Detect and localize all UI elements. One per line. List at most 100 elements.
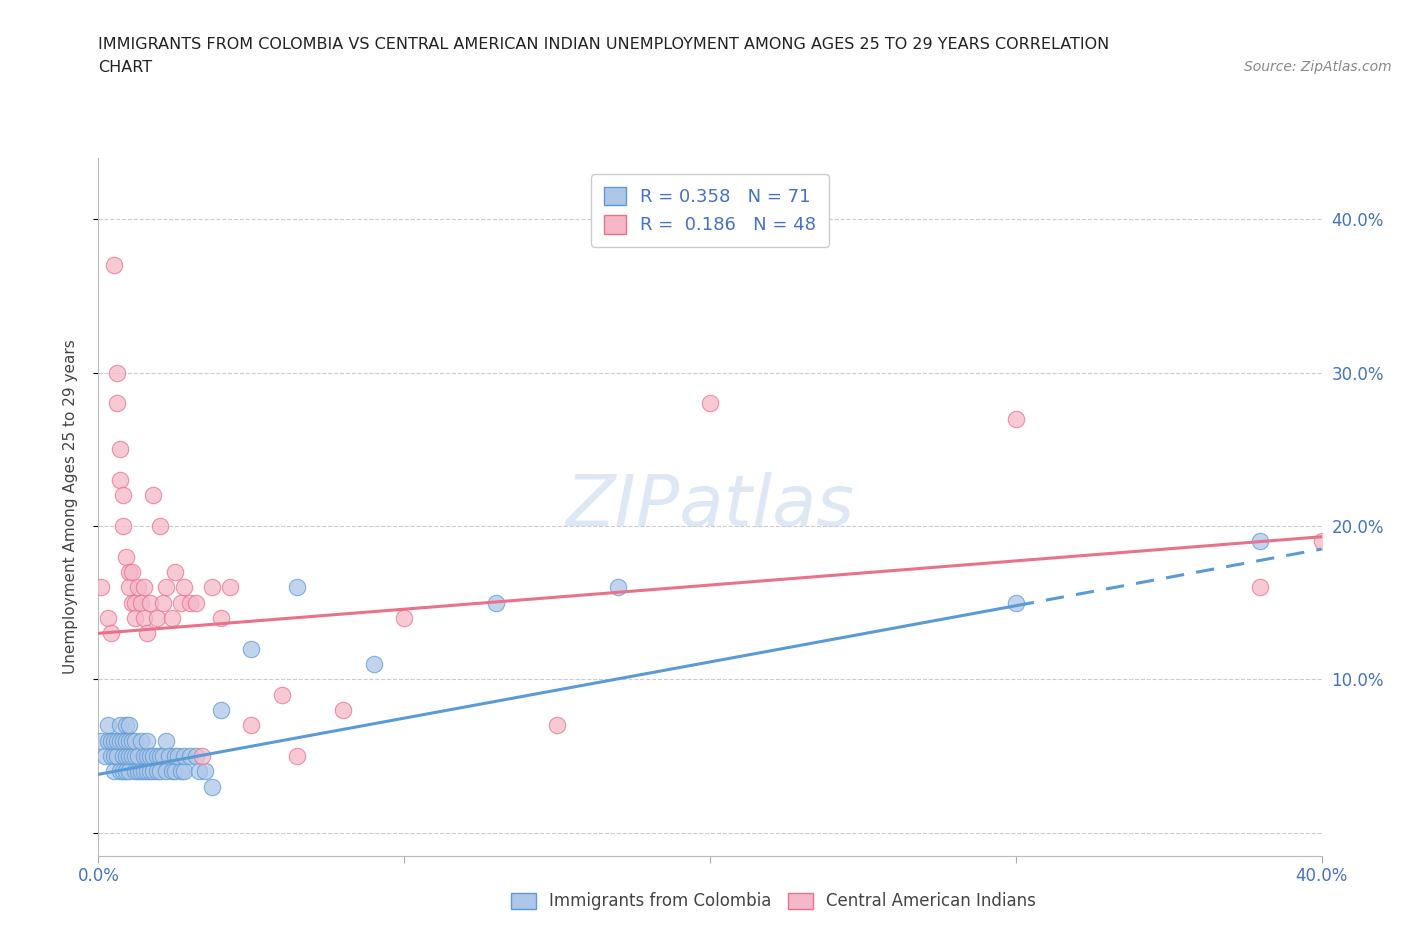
Point (134, 749, 156, 764)
Point (546, 718, 568, 733)
Point (108, 442, 131, 457)
Point (118, 749, 141, 764)
Point (142, 488, 165, 503)
Point (127, 580, 149, 595)
Point (129, 595, 152, 610)
Point (121, 733, 143, 748)
Point (699, 396, 721, 411)
Point (209, 702, 232, 717)
Point (1249, 534, 1271, 549)
Point (173, 749, 195, 764)
Point (103, 733, 125, 748)
Point (142, 764, 165, 778)
Point (139, 595, 162, 610)
Point (90, 580, 112, 595)
Point (145, 749, 167, 764)
Point (163, 565, 186, 579)
Point (152, 595, 174, 610)
Point (270, 687, 292, 702)
Point (149, 519, 172, 534)
Point (134, 611, 156, 626)
Point (115, 749, 138, 764)
Point (100, 749, 122, 764)
Point (124, 749, 146, 764)
Point (129, 733, 152, 748)
Point (285, 580, 308, 595)
Point (136, 749, 159, 764)
Point (97, 611, 120, 626)
Point (103, 764, 125, 778)
Point (173, 764, 195, 778)
Point (103, 258, 125, 272)
Point (121, 565, 143, 579)
Point (191, 749, 214, 764)
Point (200, 580, 222, 595)
Point (118, 733, 141, 748)
Point (108, 472, 131, 487)
Point (127, 749, 149, 764)
Point (105, 365, 128, 380)
Y-axis label: Unemployment Among Ages 25 to 29 years: Unemployment Among Ages 25 to 29 years (63, 339, 77, 674)
Point (155, 764, 177, 778)
Point (115, 718, 138, 733)
Point (163, 749, 186, 764)
Text: ZIPatlas: ZIPatlas (565, 472, 855, 541)
Point (108, 718, 131, 733)
Point (240, 718, 263, 733)
Point (160, 764, 183, 778)
Point (115, 550, 138, 565)
Point (186, 749, 208, 764)
Point (105, 396, 128, 411)
Point (118, 580, 141, 595)
Point (105, 749, 128, 764)
Point (173, 580, 195, 595)
Point (145, 611, 167, 626)
Point (1004, 595, 1026, 610)
Point (139, 749, 162, 764)
Point (118, 718, 141, 733)
Point (100, 733, 122, 748)
Point (240, 641, 263, 656)
Point (105, 733, 128, 748)
Point (186, 595, 208, 610)
Point (111, 488, 134, 503)
Point (155, 733, 177, 748)
Point (170, 595, 193, 610)
Point (129, 764, 152, 778)
Text: IMMIGRANTS FROM COLOMBIA VS CENTRAL AMERICAN INDIAN UNEMPLOYMENT AMONG AGES 25 T: IMMIGRANTS FROM COLOMBIA VS CENTRAL AMER… (98, 37, 1109, 52)
Point (121, 595, 143, 610)
Point (194, 764, 217, 778)
Point (363, 657, 385, 671)
Point (152, 749, 174, 764)
Legend: Immigrants from Colombia, Central American Indians: Immigrants from Colombia, Central Americ… (503, 885, 1043, 917)
Point (145, 764, 167, 778)
Point (392, 611, 416, 626)
Point (127, 764, 149, 778)
Point (607, 580, 630, 595)
Legend: R = 0.358   N = 71, R =  0.186   N = 48: R = 0.358 N = 71, R = 0.186 N = 48 (592, 174, 828, 247)
Point (179, 749, 201, 764)
Point (188, 764, 211, 778)
Point (155, 580, 177, 595)
Point (121, 749, 143, 764)
Point (124, 733, 146, 748)
Point (1004, 411, 1026, 426)
Point (124, 764, 146, 778)
Point (118, 764, 141, 778)
Point (219, 580, 242, 595)
Point (485, 595, 508, 610)
Point (163, 764, 186, 778)
Point (285, 749, 308, 764)
Point (1310, 534, 1333, 549)
Point (124, 595, 146, 610)
Point (100, 626, 122, 641)
Point (134, 764, 156, 778)
Point (136, 764, 159, 778)
Point (97, 733, 120, 748)
Point (111, 764, 134, 778)
Point (149, 764, 172, 778)
Point (157, 749, 180, 764)
Point (200, 779, 222, 794)
Point (118, 565, 141, 579)
Point (142, 749, 165, 764)
